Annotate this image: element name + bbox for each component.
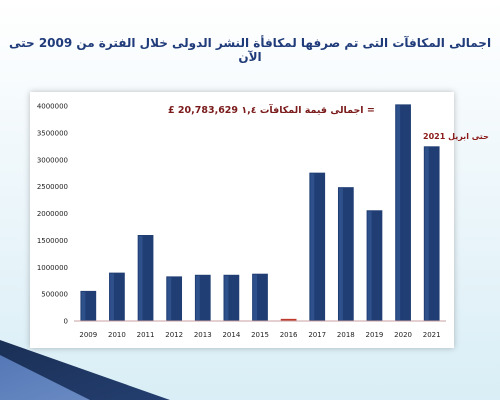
x-tick-label: 2016 — [280, 331, 298, 339]
bar-highlight-2017 — [310, 173, 315, 320]
y-tick-label: 3000000 — [37, 156, 68, 164]
x-tick-label: 2013 — [194, 331, 212, 339]
y-tick-label: 3500000 — [37, 129, 68, 137]
bar-highlight-2018 — [338, 188, 343, 320]
y-tick-label: 0 — [64, 318, 68, 326]
slide-title: اجمالى المكافآت التى تم صرفها لمكافأة ال… — [8, 36, 492, 64]
chart-frame: 0 500000 1000000 1500000 2000000 2500000 30000… — [30, 92, 489, 348]
bar-highlight-2021 — [424, 147, 429, 320]
x-tick-label: 2017 — [308, 331, 326, 339]
x-tick-label: 2020 — [394, 331, 412, 339]
bar-highlight-2015 — [253, 274, 258, 320]
x-tick-label: 2011 — [137, 331, 155, 339]
bars — [80, 104, 440, 321]
bar-highlight-2013 — [195, 275, 200, 320]
bar-highlight-2019 — [367, 211, 372, 320]
x-tick-label: 2015 — [251, 331, 269, 339]
total-annotation: = اجمالى قيمة المكافآت ١,٤ 20,783,629 £ — [168, 105, 375, 116]
x-tick-label: 2010 — [108, 331, 126, 339]
note-annotation: حتى ابريل 2021 — [423, 132, 489, 141]
y-tick-label: 2000000 — [37, 210, 68, 218]
x-tick-label: 2018 — [337, 331, 355, 339]
decorative-wedge-dark — [0, 340, 170, 400]
bar-highlight-2010 — [110, 273, 114, 320]
x-tick-label: 2009 — [79, 331, 97, 339]
y-tick-label: 4000000 — [37, 103, 68, 111]
y-axis: 0 500000 1000000 1500000 2000000 2500000 30000… — [37, 103, 68, 326]
y-tick-label: 2500000 — [37, 183, 68, 191]
y-tick-label: 1500000 — [37, 237, 68, 245]
x-axis: 2009 2010 2011 2012 2013 2014 2015 2016 2017 2018… — [74, 320, 446, 339]
x-tick-label: 2014 — [222, 331, 240, 339]
bar-highlight-2020 — [396, 105, 401, 320]
bar-highlight-2012 — [167, 277, 172, 320]
bar-highlight-2009 — [81, 291, 86, 320]
note-text: حتى ابريل — [448, 132, 489, 141]
x-tick-label: 2021 — [423, 331, 441, 339]
bar-highlight-2011 — [138, 236, 143, 320]
y-tick-label: 500000 — [41, 291, 68, 299]
bar-highlight-2014 — [224, 275, 229, 320]
note-year: 2021 — [423, 132, 446, 141]
y-tick-label: 1000000 — [37, 264, 68, 272]
bar-chart: 0 500000 1000000 1500000 2000000 2500000 30000… — [37, 103, 446, 339]
bar-2016 — [280, 318, 297, 321]
x-tick-label: 2019 — [366, 331, 384, 339]
x-tick-label: 2012 — [165, 331, 183, 339]
